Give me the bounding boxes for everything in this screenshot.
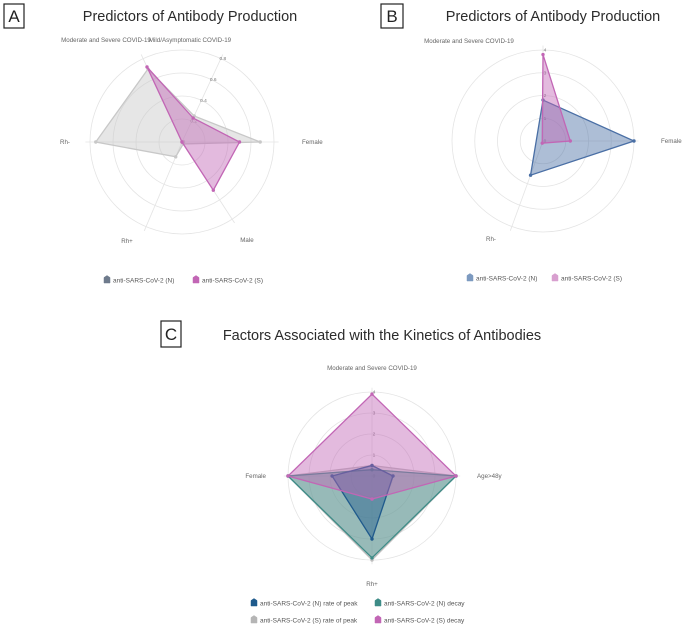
panel-c-axis-label-rh: Rh+ (366, 581, 378, 588)
panel-a-letter-box (3, 3, 25, 29)
panel-c-radar: Moderate and Severe COVID-19 Age>48y Rh+ Fe… (245, 365, 502, 588)
panel-b-tick-label: 0 (544, 139, 547, 145)
panel-c-legend-swatch-icon[interactable] (374, 615, 382, 624)
panel-c-axis-label-age-48y: Age>48y (477, 473, 503, 480)
panel-b-series-area-anti-sars-cov-2-n (529, 99, 636, 177)
panel-c-series-area-anti-sars-cov-2-s-decay (286, 393, 458, 500)
panel-a-axis-label-moderate-and-severe-covid-19: Moderate and Severe COVID-19 (61, 37, 151, 44)
panel-a-tick-label: 0.4 (200, 98, 207, 104)
panel-a-point-anti-sars-cov-2-s-mild-asymptomatic-covid-19 (191, 116, 195, 120)
panel-a-axis-label-rh: Rh+ (121, 238, 133, 245)
panel-b-point-anti-sars-cov-2-n-female (632, 139, 636, 143)
panel-c-axis-label-moderate-and-severe-covid-19: Moderate and Severe COVID-19 (327, 365, 417, 372)
panel-b-title: Predictors of Antibody Production (446, 9, 660, 25)
panel-a-axis-label-female: Female (302, 139, 323, 146)
panel-c-axis-label-female: Female (245, 473, 266, 480)
panel-a-legend-label-anti-sars-cov-2-s[interactable]: anti-SARS-CoV-2 (S) (202, 278, 263, 285)
panel-c-point-anti-sars-cov-2-n-rate-of-peak-moderate-and-severe-covid-19 (370, 463, 374, 468)
panel-a-legend-swatch-icon[interactable] (192, 275, 200, 284)
panel-c-legend-swatch-icon[interactable] (250, 598, 258, 607)
panel-c-point-anti-sars-cov-2-s-decay-age-48y (454, 474, 458, 478)
panel-a-title: Predictors of Antibody Production (83, 9, 297, 25)
panel-c-legend-label-anti-sars-cov-2-s-decay[interactable]: anti-SARS-CoV-2 (S) decay (384, 618, 465, 625)
panel-b-tick-label: 4 (544, 48, 547, 54)
panel-a-legend-label-anti-sars-cov-2-n[interactable]: anti-SARS-CoV-2 (N) (113, 278, 174, 285)
panel-a-point-anti-sars-cov-2-n-rh (94, 140, 98, 144)
panel-b-legend-label-anti-sars-cov-2-n[interactable]: anti-SARS-CoV-2 (N) (476, 276, 537, 283)
panel-a-tick-label: 0.2 (190, 119, 197, 125)
panel-c-point-anti-sars-cov-2-n-decay-rh (370, 556, 374, 560)
panel-a-spoke (181, 54, 224, 143)
panel-b-point-anti-sars-cov-2-s-rh (540, 141, 544, 145)
panel-a-letter: A (8, 7, 20, 26)
panel-b-letter: B (386, 7, 397, 26)
panel-c-tick-label: 0 (373, 474, 376, 480)
panel-c-legend-label-anti-sars-cov-2-s-rate-of-peak[interactable]: anti-SARS-CoV-2 (S) rate of peak (260, 618, 358, 625)
panel-c-title: Factors Associated with the Kinetics of … (223, 328, 541, 344)
panel-c-tick-label: 3 (373, 411, 376, 417)
panel-a-axis-label-mild-asymptomatic-covid-19: Mild/Asymptomatic COVID-19 (149, 37, 232, 44)
panel-c-point-anti-sars-cov-2-n-rate-of-peak-female (330, 474, 334, 478)
panel-a-point-anti-sars-cov-2-s-male (211, 188, 216, 192)
panel-b-axis-label-moderate-and-severe-covid-19: Moderate and Severe COVID-19 (424, 38, 514, 45)
panel-a-axis-label-rh: Rh- (60, 139, 70, 146)
panel-a-point-anti-sars-cov-2-s-moderate-and-severe-covid-19 (145, 65, 149, 69)
panel-c-point-anti-sars-cov-2-s-decay-female (286, 474, 290, 478)
panel-c-legend-swatch-icon[interactable] (374, 598, 382, 607)
panel-c-point-anti-sars-cov-2-n-rate-of-peak-age-48y (391, 474, 395, 478)
panel-b-tick-label: 1 (544, 116, 547, 122)
panel-b-legend-label-anti-sars-cov-2-s[interactable]: anti-SARS-CoV-2 (S) (561, 276, 622, 283)
panel-c-letter: C (165, 325, 177, 344)
panel-b-legend: anti-SARS-CoV-2 (N) anti-SARS-CoV-2 (S) (466, 273, 622, 283)
panel-b-axis-label-rh: Rh- (486, 236, 496, 243)
panel-b-letter-box (380, 3, 404, 29)
panel-c-legend-label-anti-sars-cov-2-n-rate-of-peak[interactable]: anti-SARS-CoV-2 (N) rate of peak (260, 601, 358, 608)
panel-a: A Predictors of Antibody Production Mild… (3, 3, 323, 285)
panel-b-spoke (509, 140, 544, 231)
panel-a-point-anti-sars-cov-2-n-rh (174, 155, 178, 159)
panel-b-tick-label: 3 (544, 70, 547, 76)
panel-b-legend-swatch-icon[interactable] (466, 273, 474, 282)
panel-b-tick-label: 2 (544, 93, 547, 99)
panel-a-point-anti-sars-cov-2-s-female (237, 140, 242, 144)
panel-a-tick-label: 0.6 (210, 77, 217, 83)
panel-c-point-anti-sars-cov-2-n-rate-of-peak-rh (370, 537, 374, 541)
panel-b-point-anti-sars-cov-2-s-female (568, 139, 572, 143)
panel-a-legend-swatch-icon[interactable] (103, 275, 111, 284)
panel-a-radar: Mild/Asymptomatic COVID-19 Female Male Rh+ R… (60, 37, 323, 245)
panel-b-radar: Moderate and Severe COVID-19 Female Rh- 0 1 2… (424, 38, 682, 243)
panel-b: B Predictors of Antibody Production Mode… (380, 3, 682, 283)
panel-b-point-anti-sars-cov-2-n-rh (528, 173, 533, 177)
panel-c-legend-swatch-icon[interactable] (250, 615, 258, 624)
panel-a-legend: anti-SARS-CoV-2 (N) anti-SARS-CoV-2 (S) (103, 275, 263, 285)
panel-b-series-area-anti-sars-cov-2-s (541, 54, 572, 144)
panel-a-point-anti-sars-cov-2-s-rh (180, 140, 184, 144)
panel-b-legend-swatch-icon[interactable] (551, 273, 559, 282)
panel-c-point-anti-sars-cov-2-s-decay-rh (370, 497, 374, 501)
panel-c-point-anti-sars-cov-2-n-decay-moderate-and-severe-covid-19 (370, 468, 374, 472)
panel-a-point-anti-sars-cov-2-n-female (258, 140, 262, 144)
panel-c-tick-label: 2 (373, 432, 376, 438)
panel-b-axis-label-female: Female (661, 138, 682, 145)
panel-c-letter-box (160, 320, 182, 348)
panel-c-point-anti-sars-cov-2-s-decay-moderate-and-severe-covid-19 (370, 392, 374, 396)
panel-a-axis-label-male: Male (240, 237, 254, 244)
panel-a-series-area-anti-sars-cov-2-s (146, 66, 241, 192)
panel-c-legend-label-anti-sars-cov-2-n-decay[interactable]: anti-SARS-CoV-2 (N) decay (384, 601, 465, 608)
panel-c-tick-label: 1 (373, 453, 376, 459)
panel-c: C Factors Associated with the Kinetics o… (160, 320, 541, 625)
panel-c-tick-label: 4 (373, 390, 376, 396)
panel-b-point-anti-sars-cov-2-s-moderate-and-severe-covid-19 (541, 52, 545, 57)
panel-a-tick-label: 0.8 (220, 56, 227, 62)
panel-c-legend: anti-SARS-CoV-2 (N) rate of peak anti-SAR… (250, 598, 465, 625)
